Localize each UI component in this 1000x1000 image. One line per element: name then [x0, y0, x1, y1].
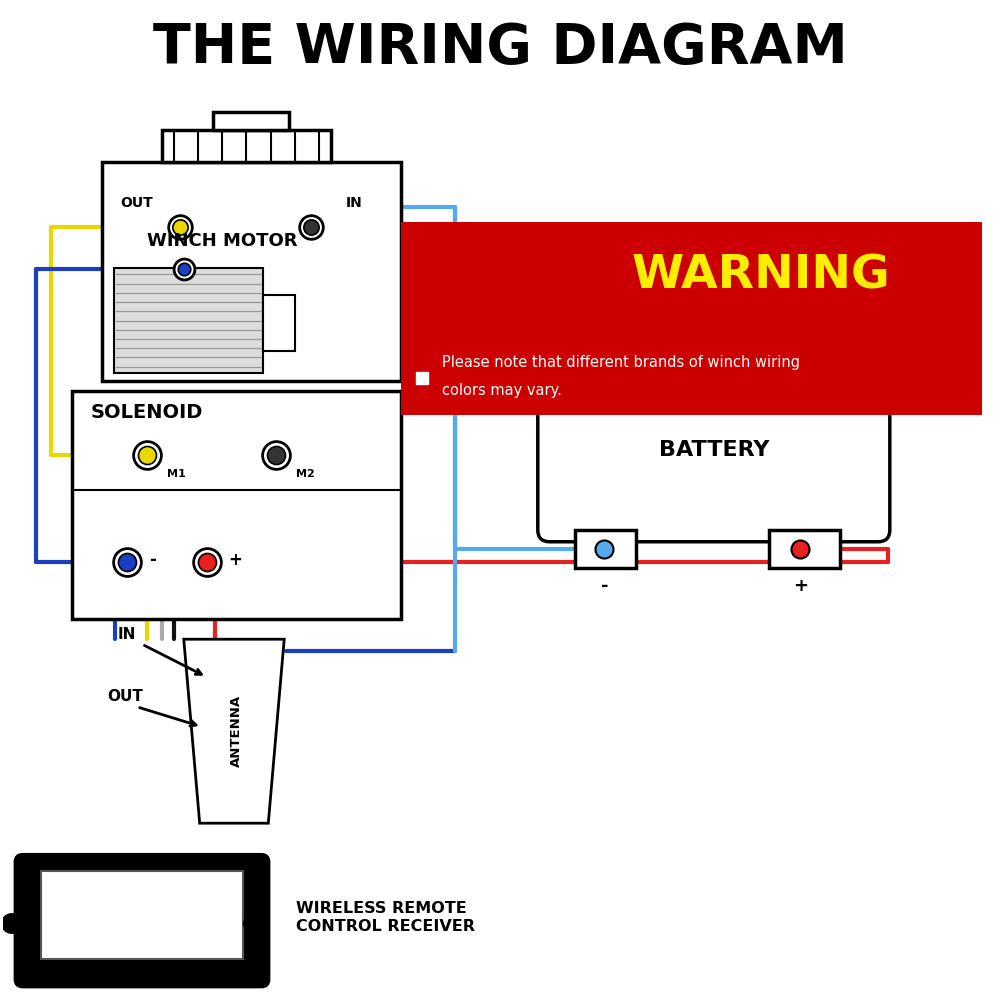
Text: ANTENNA: ANTENNA [229, 695, 242, 767]
Text: OUT: OUT [120, 196, 153, 210]
FancyBboxPatch shape [575, 530, 636, 568]
FancyBboxPatch shape [213, 112, 289, 130]
Text: WARNING: WARNING [632, 253, 891, 298]
Text: colors may vary.: colors may vary. [442, 383, 562, 398]
FancyBboxPatch shape [263, 295, 295, 351]
Text: IN: IN [346, 196, 363, 210]
Text: SOLENOID: SOLENOID [90, 403, 203, 422]
Text: +: + [793, 577, 808, 595]
Text: Please note that different brands of winch wiring: Please note that different brands of win… [442, 355, 800, 370]
Text: -: - [601, 577, 608, 595]
Text: +: + [229, 551, 242, 569]
Polygon shape [184, 639, 284, 823]
FancyBboxPatch shape [538, 379, 890, 542]
FancyBboxPatch shape [401, 222, 982, 415]
FancyBboxPatch shape [114, 268, 263, 373]
FancyBboxPatch shape [72, 391, 401, 619]
Text: WIRELESS REMOTE
CONTROL RECEIVER: WIRELESS REMOTE CONTROL RECEIVER [296, 901, 475, 934]
Text: THE WIRING DIAGRAM: THE WIRING DIAGRAM [153, 21, 847, 75]
Text: IN: IN [117, 627, 136, 642]
FancyBboxPatch shape [41, 871, 243, 959]
FancyBboxPatch shape [16, 855, 268, 986]
FancyBboxPatch shape [102, 162, 401, 381]
Text: M2: M2 [296, 469, 315, 479]
Text: -: - [149, 551, 156, 569]
Text: OUT: OUT [107, 689, 143, 704]
FancyBboxPatch shape [162, 130, 331, 162]
FancyBboxPatch shape [769, 530, 840, 568]
Text: WINCH MOTOR: WINCH MOTOR [147, 232, 297, 250]
Text: M1: M1 [167, 469, 186, 479]
Text: BATTERY: BATTERY [659, 440, 769, 460]
